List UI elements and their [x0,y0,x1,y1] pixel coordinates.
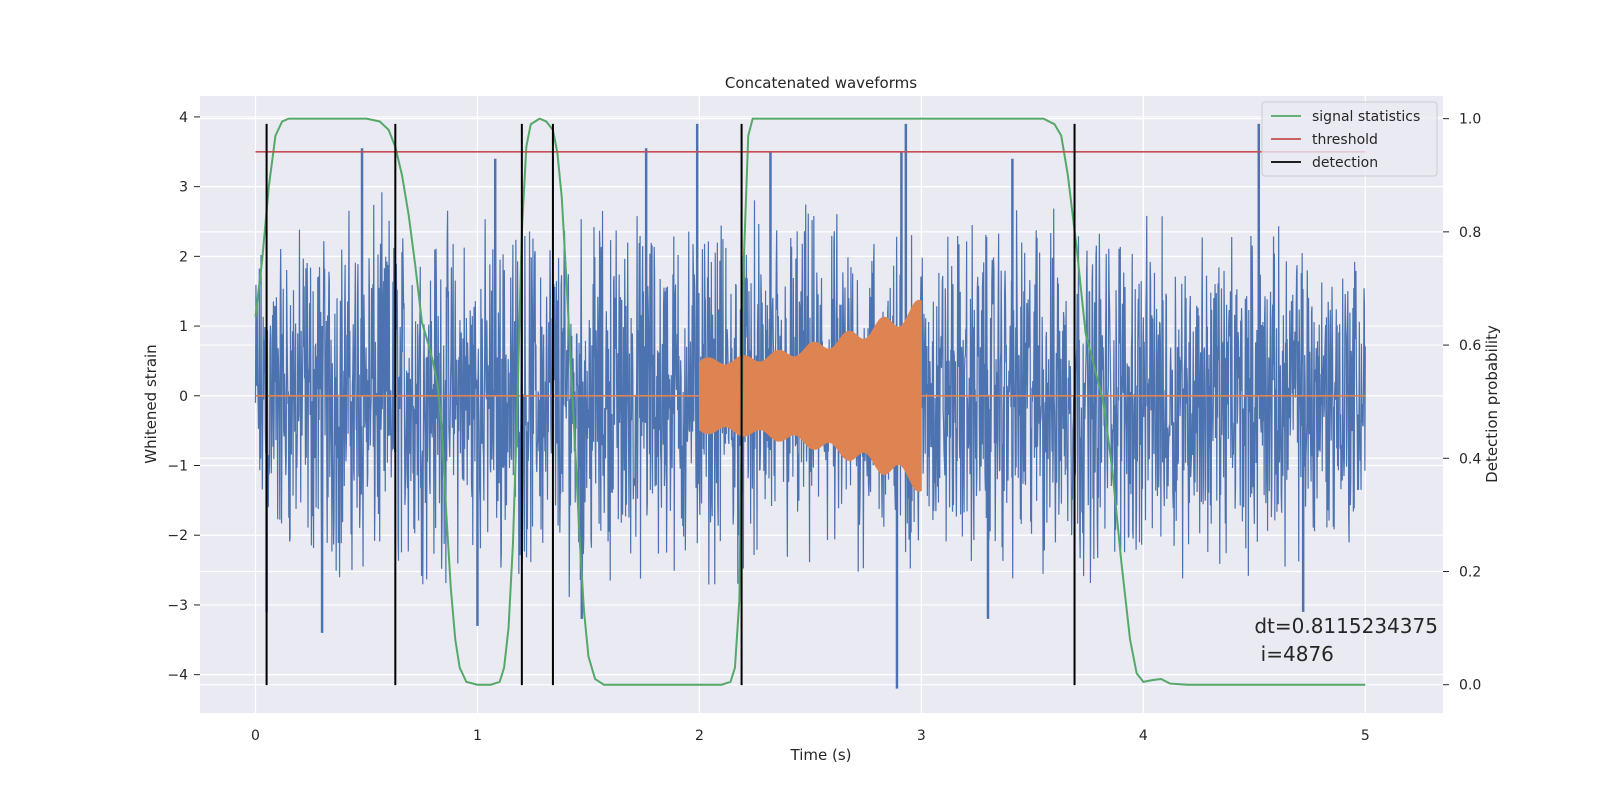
y-right-tick-label: 0.0 [1459,678,1481,694]
legend-label-signal-statistics: signal statistics [1312,109,1420,125]
y-tick-label: −4 [167,668,188,684]
y-tick-label: −1 [167,459,188,475]
annotation: dt=0.8115234375 i=4876 [1254,614,1438,666]
strain-trace [254,192,1366,598]
y-right-tick-label: 1.0 [1459,112,1481,128]
y-axis-ticks: −4 −3 −2 −1 0 1 2 3 4 [167,110,200,684]
y-tick-label: 4 [179,110,188,126]
x-tick-label: 3 [917,728,926,744]
y-right-tick-label: 0.6 [1459,338,1481,354]
y-right-tick-label: 0.4 [1459,451,1481,467]
y-tick-label: 1 [179,319,188,335]
y-right-tick-label: 0.2 [1459,564,1481,580]
y-axis-right-label: Detection probability [1483,325,1501,483]
legend-label-detection: detection [1312,155,1378,171]
y-axis-right-ticks: 0.0 0.2 0.4 0.6 0.8 1.0 [1443,112,1481,694]
y-tick-label: 0 [179,389,188,405]
y-tick-label: 3 [179,180,188,196]
template-series [255,299,1366,492]
x-tick-label: 1 [473,728,482,744]
y-tick-label: −3 [167,598,188,614]
left-axis-series [255,123,1366,686]
template-chirp [698,299,922,492]
annotation-line-2: i=4876 [1254,642,1334,666]
chart-title: Concatenated waveforms [725,74,917,92]
y-right-tick-label: 0.8 [1459,225,1481,241]
x-axis-label: Time (s) [790,746,852,764]
x-tick-label: 0 [251,728,260,744]
y-tick-label: 2 [179,249,188,265]
y-tick-label: −2 [167,528,188,544]
annotation-line-1: dt=0.8115234375 [1254,614,1438,638]
y-axis-label: Whitened strain [142,344,160,463]
x-tick-label: 5 [1361,728,1370,744]
legend: signal statistics threshold detection [1261,101,1438,177]
legend-box [1261,101,1438,177]
legend-label-threshold: threshold [1312,132,1378,148]
x-tick-label: 4 [1139,728,1148,744]
x-axis-ticks: 0 1 2 3 4 5 [251,728,1370,744]
x-tick-label: 2 [695,728,704,744]
